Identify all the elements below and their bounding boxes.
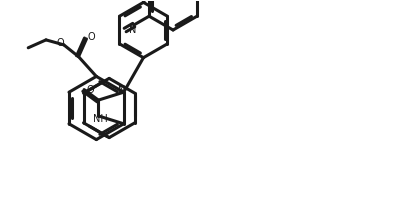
- Text: N: N: [129, 25, 137, 35]
- Text: O: O: [86, 85, 94, 95]
- Text: NH: NH: [93, 114, 108, 124]
- Text: O: O: [88, 32, 95, 42]
- Text: O: O: [57, 38, 64, 48]
- Text: N: N: [118, 85, 125, 95]
